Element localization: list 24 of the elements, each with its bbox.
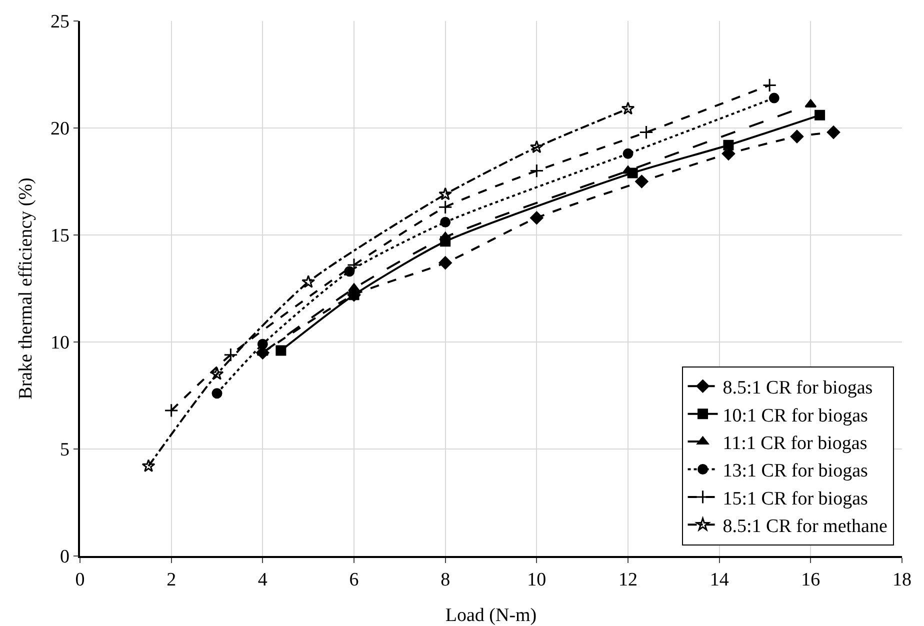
y-axis-title: Brake thermal efficiency (%) bbox=[16, 178, 36, 400]
x-tick-label: 10 bbox=[527, 570, 546, 591]
legend-label: 8.5:1 CR for biogas bbox=[722, 378, 873, 399]
x-axis-title: Load (N-m) bbox=[445, 605, 537, 626]
x-tick-label: 18 bbox=[892, 570, 912, 591]
x-tick-label: 8 bbox=[440, 570, 450, 591]
x-tick-label: 4 bbox=[258, 570, 268, 591]
y-tick-label: 15 bbox=[50, 226, 70, 247]
y-tick-label: 0 bbox=[60, 546, 70, 568]
x-tick-label: 14 bbox=[710, 570, 730, 591]
y-tick-label: 5 bbox=[60, 440, 70, 461]
y-tick-label: 25 bbox=[50, 12, 70, 33]
y-tick-label: 10 bbox=[50, 332, 70, 354]
legend-label: 13:1 CR for biogas bbox=[722, 460, 868, 482]
legend-label: 15:1 CR for biogas bbox=[722, 488, 868, 510]
y-tick-label: 20 bbox=[50, 118, 70, 140]
x-tick-label: 2 bbox=[166, 570, 176, 591]
x-tick-label: 16 bbox=[801, 570, 820, 591]
legend-label: 11:1 CR for biogas bbox=[722, 432, 868, 454]
x-tick-label: 6 bbox=[349, 570, 359, 591]
legend-label: 10:1 CR for biogas bbox=[722, 405, 868, 426]
x-tick-label: 12 bbox=[618, 570, 638, 591]
legend-label: 8.5:1 CR for methane bbox=[722, 516, 888, 538]
x-tick-label: 0 bbox=[75, 570, 85, 591]
